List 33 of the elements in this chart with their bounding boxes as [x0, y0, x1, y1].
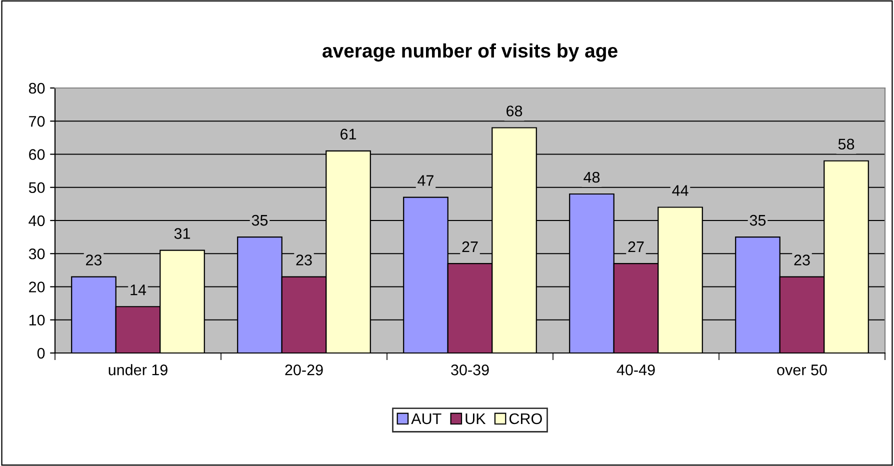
x-tick-label: 40-49	[616, 364, 655, 376]
data-label: 58	[838, 138, 854, 150]
legend-label: CRO	[509, 413, 542, 424]
y-tick-label: 70	[29, 116, 45, 127]
y-tick-label: 40	[28, 215, 45, 226]
data-label: 48	[584, 172, 600, 183]
legend-label: AUT	[411, 413, 442, 424]
data-label: 23	[794, 254, 810, 266]
data-label: 27	[462, 241, 478, 252]
data-label: 27	[628, 241, 644, 252]
chart-title: average number of visits by age	[322, 43, 618, 62]
data-label: 14	[130, 284, 146, 296]
y-tick-label: 10	[29, 314, 45, 326]
y-tick-label: 30	[28, 248, 45, 260]
x-tick-label: over 50	[777, 364, 827, 376]
data-label: 23	[86, 254, 102, 266]
x-tick-label: 30-39	[451, 364, 489, 376]
data-label: 31	[174, 228, 190, 239]
data-label: 47	[418, 175, 434, 186]
data-label: 68	[506, 106, 522, 116]
data-label: 44	[672, 185, 688, 196]
x-tick-label: under 19	[108, 364, 168, 376]
y-tick-label: 80	[28, 82, 45, 94]
y-tick-label: 20	[29, 282, 45, 292]
y-tick-label: 0	[37, 348, 45, 359]
y-tick-label: 50	[28, 182, 45, 194]
data-label: 61	[340, 128, 356, 140]
x-tick-label: 20-29	[285, 364, 323, 376]
data-label: 23	[296, 254, 312, 266]
data-label: 35	[750, 214, 766, 226]
legend-label: UK	[466, 413, 486, 424]
data-label: 35	[252, 214, 268, 226]
y-tick-label: 60	[29, 149, 45, 160]
